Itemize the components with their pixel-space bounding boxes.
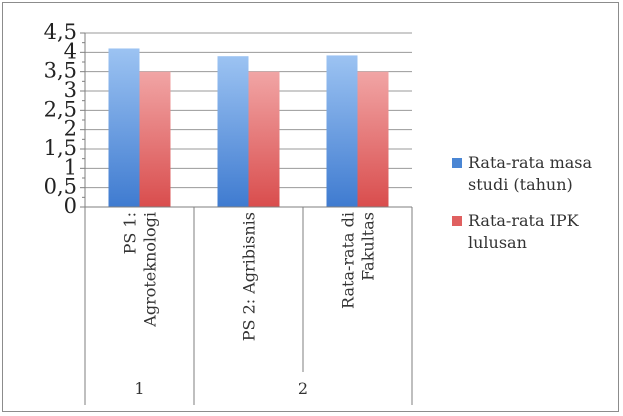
bar-ipk-agribisnis (248, 71, 280, 208)
bar-ipk-agroteknologi (139, 71, 171, 208)
legend-label-ipk: Rata-rata IPK lulusan (468, 211, 579, 252)
y-tick-label: 1,5 (44, 136, 77, 160)
bar-masa-studi-agribisnis (217, 56, 249, 208)
legend-swatch-red (452, 216, 462, 226)
chart-legend: Rata-rata masa studi (tahun) Rata-rata I… (452, 152, 622, 268)
bar-ipk-fakultas (357, 71, 389, 208)
category-label: Fakultas (359, 212, 378, 281)
category-label: Agroteknologi (141, 212, 160, 328)
bar-masa-studi-agroteknologi (108, 48, 140, 207)
y-tick-label: 4 (64, 39, 77, 63)
bar-masa-studi-fakultas (326, 55, 358, 207)
category-label: PS 1: (121, 212, 140, 254)
group-label-2: 2 (298, 379, 308, 398)
y-tick-label: 1 (64, 155, 77, 179)
y-tick-label: 0,5 (44, 175, 77, 199)
legend-swatch-blue (452, 158, 462, 168)
y-tick-label: 2 (64, 117, 77, 141)
legend-item-masa-studi: Rata-rata masa studi (tahun) (452, 152, 622, 196)
y-tick-label: 3,5 (44, 59, 77, 83)
category-label: PS 2: Agribisnis (240, 212, 259, 341)
group-label-1: 1 (134, 379, 144, 398)
y-tick-label: 4,5 (44, 20, 77, 44)
legend-item-ipk: Rata-rata IPK lulusan (452, 210, 622, 254)
y-tick-label: 2,5 (44, 97, 77, 121)
y-tick-label: 3 (64, 78, 77, 102)
legend-label-masa-studi: Rata-rata masa studi (tahun) (468, 153, 593, 194)
category-label: Rata-rata di (339, 212, 358, 309)
y-tick-label: 0 (64, 194, 77, 218)
